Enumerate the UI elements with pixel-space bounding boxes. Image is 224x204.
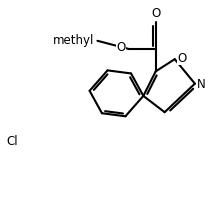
Text: O: O xyxy=(177,52,187,65)
Text: O: O xyxy=(177,52,187,65)
Text: methyl: methyl xyxy=(53,34,94,47)
Text: N: N xyxy=(197,78,206,91)
Text: N: N xyxy=(197,78,206,91)
Text: methyl: methyl xyxy=(53,34,94,47)
Text: O: O xyxy=(117,41,126,54)
Text: O: O xyxy=(151,7,160,20)
Text: Cl: Cl xyxy=(6,135,18,148)
Text: Cl: Cl xyxy=(6,135,18,148)
Text: O: O xyxy=(151,7,160,20)
Text: O: O xyxy=(117,41,126,54)
